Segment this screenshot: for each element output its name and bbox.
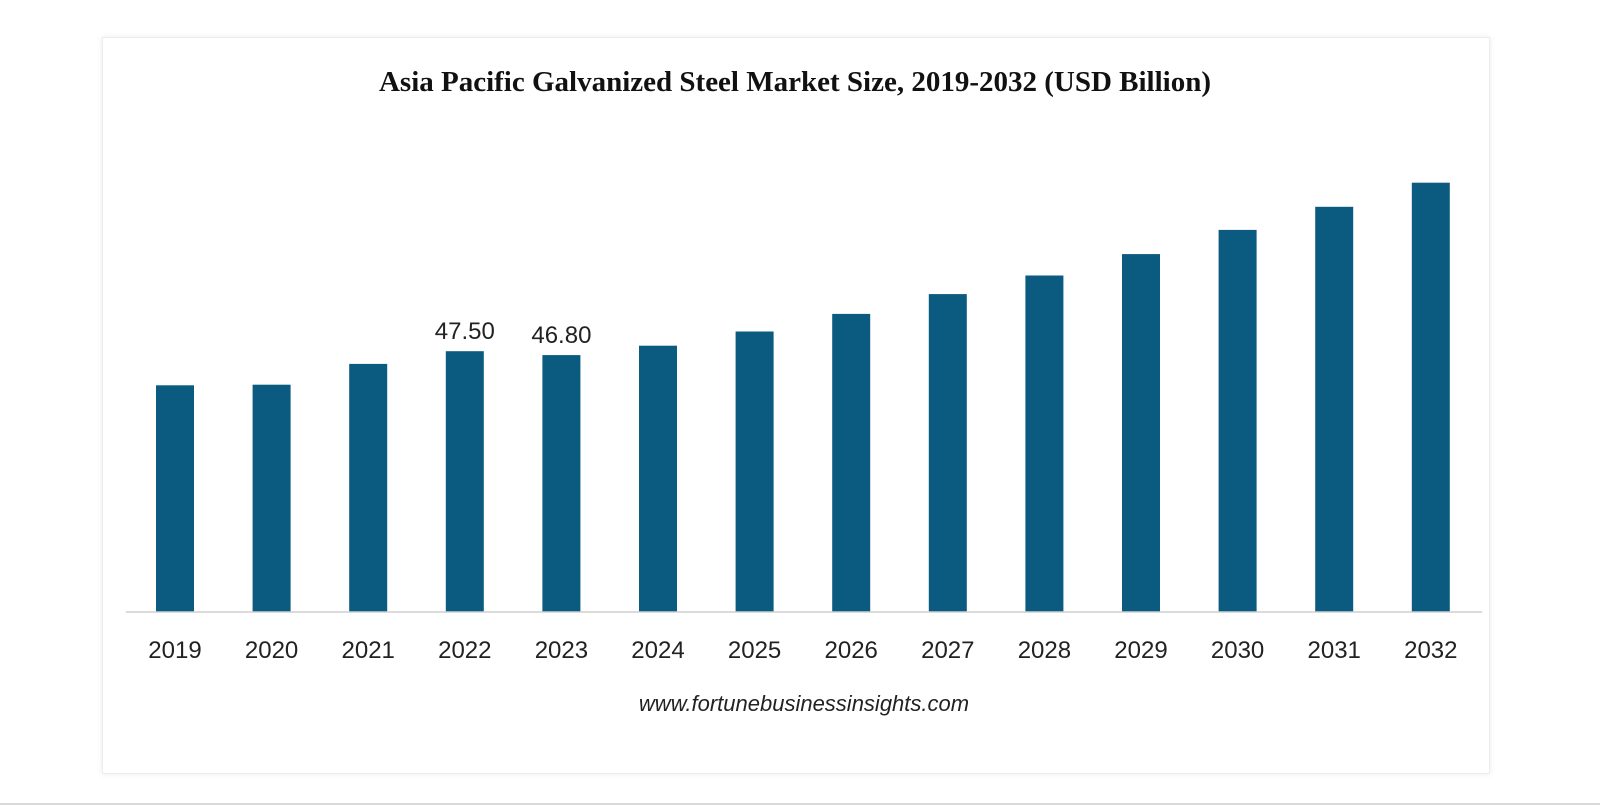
bar-2024 <box>639 345 677 612</box>
x-tick-label-2023: 2023 <box>535 637 588 664</box>
bars-group <box>156 182 1450 613</box>
x-tick-label-2025: 2025 <box>728 637 781 664</box>
bar-2023 <box>542 355 581 612</box>
x-tick-label-2028: 2028 <box>1018 637 1071 664</box>
data-label-2022: 47.50 <box>435 318 495 345</box>
x-tick-label-2032: 2032 <box>1404 637 1457 664</box>
bar-2022 <box>445 351 484 612</box>
bar-2027 <box>928 294 967 612</box>
x-tick-label-2020: 2020 <box>245 637 298 664</box>
bar-2025 <box>735 331 774 612</box>
data-label-2023: 46.80 <box>531 322 591 349</box>
bar-2029 <box>1122 254 1160 612</box>
chart-card <box>102 37 1490 774</box>
chart-title: Asia Pacific Galvanized Steel Market Siz… <box>379 66 1211 98</box>
bar-2019 <box>156 385 194 612</box>
bar-2021 <box>349 363 388 612</box>
x-tick-label-2021: 2021 <box>342 637 395 664</box>
x-tick-label-2031: 2031 <box>1308 637 1361 664</box>
bar-2020 <box>252 384 291 612</box>
x-tick-label-2024: 2024 <box>631 637 684 664</box>
x-tick-label-2026: 2026 <box>825 637 878 664</box>
data-labels-group: 47.50 46.80 <box>435 318 592 349</box>
x-tick-label-2022: 2022 <box>438 637 491 664</box>
x-axis-ticks: 2019 2020 2021 2022 2023 2024 2025 2026 2027 2028… <box>148 637 1457 664</box>
x-tick-label-2019: 2019 <box>148 637 201 664</box>
bottom-rule <box>0 803 1600 805</box>
bar-2032 <box>1411 182 1450 612</box>
bar-2026 <box>832 313 871 612</box>
x-tick-label-2027: 2027 <box>921 637 974 664</box>
bar-2031 <box>1315 206 1354 613</box>
bar-2030 <box>1218 229 1257 612</box>
source-credit: www.fortunebusinessinsights.com <box>639 691 969 716</box>
bar-2028 <box>1025 275 1064 612</box>
x-tick-label-2029: 2029 <box>1114 637 1167 664</box>
x-tick-label-2030: 2030 <box>1211 637 1264 664</box>
